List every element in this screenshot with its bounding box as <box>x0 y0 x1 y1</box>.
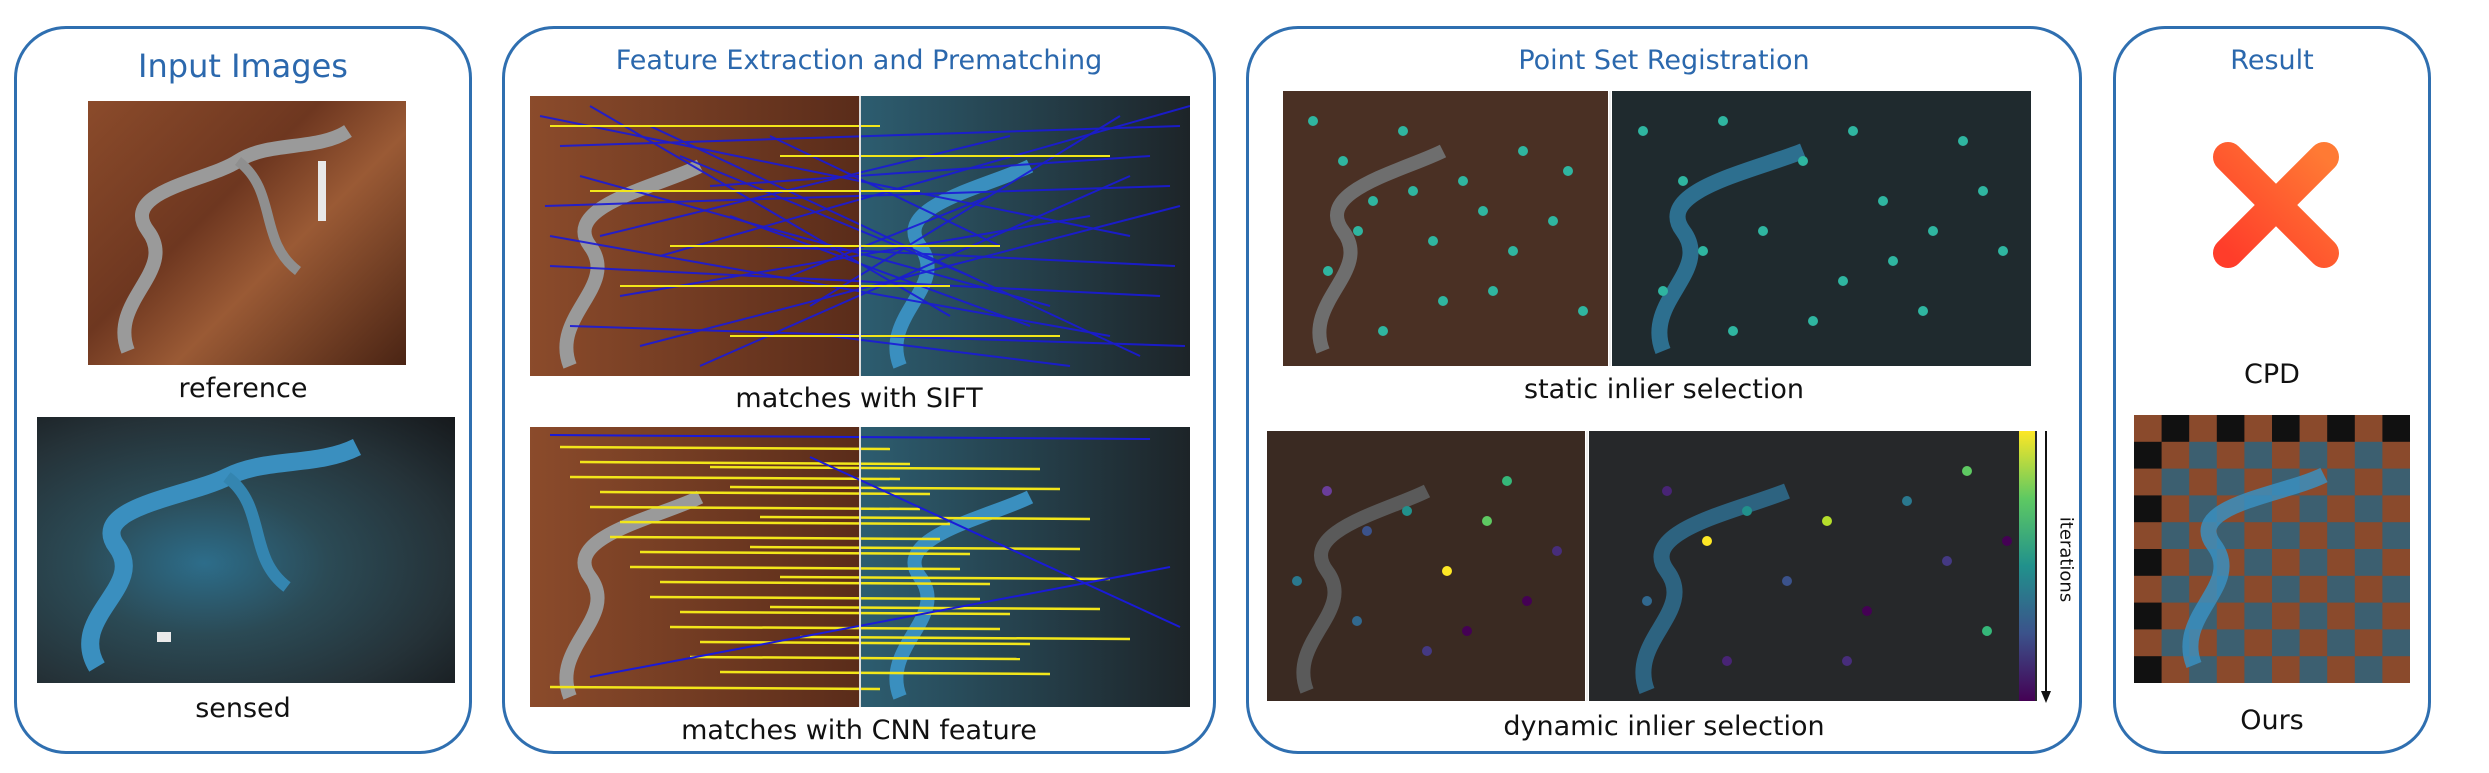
sensed-caption: sensed <box>195 693 291 724</box>
point-set-registration-title: Point Set Registration <box>1518 45 1810 76</box>
sensed-image <box>37 417 455 683</box>
fail-cross-icon <box>2210 139 2342 271</box>
point-set-registration-panel: Point Set Registration st <box>1246 26 2082 754</box>
static-inlier-image <box>1283 91 2031 366</box>
reference-caption: reference <box>178 373 308 404</box>
sift-caption: matches with SIFT <box>735 383 983 414</box>
cpd-caption: CPD <box>2244 359 2300 390</box>
ours-checkerboard-image <box>2134 415 2410 683</box>
result-panel: Result CPD Ours <box>2113 26 2431 754</box>
dynamic-inlier-image <box>1267 431 2037 701</box>
cnn-caption: matches with CNN feature <box>681 715 1037 746</box>
feature-extraction-title: Feature Extraction and Prematching <box>615 45 1103 76</box>
input-images-title: Input Images <box>138 47 348 85</box>
ours-caption: Ours <box>2240 705 2304 736</box>
static-inlier-caption: static inlier selection <box>1524 374 1804 405</box>
sift-matches-image <box>530 96 1190 376</box>
iterations-label: iterations <box>2055 516 2077 603</box>
input-images-panel: Input Images reference sensed <box>14 26 472 754</box>
result-title: Result <box>2230 45 2314 76</box>
reference-image <box>88 101 406 365</box>
cnn-matches-image <box>530 427 1190 707</box>
dynamic-inlier-caption: dynamic inlier selection <box>1503 711 1825 742</box>
iterations-colorbar <box>2017 431 2037 701</box>
colorbar-arrow-icon <box>2039 431 2053 703</box>
feature-extraction-panel: Feature Extraction and Prematching <box>502 26 1216 754</box>
